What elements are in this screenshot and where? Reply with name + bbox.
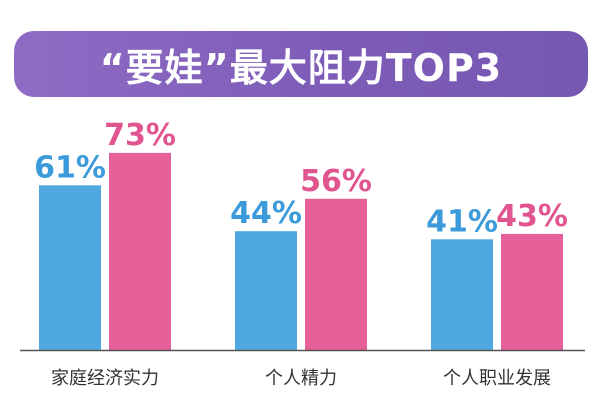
bar-pink-3 [501, 233, 563, 350]
title-banner: “要娃”最大阻力TOP3 [14, 31, 588, 97]
data-label-blue-1: 61% [34, 150, 106, 185]
data-label-pink-3: 43% [496, 199, 568, 234]
category-label-1: 家庭经济实力 [51, 368, 159, 389]
bar-pink-1 [109, 152, 171, 350]
bar-blue-2 [235, 231, 297, 350]
category-label-3: 个人职业发展 [443, 368, 551, 389]
data-label-blue-2: 44% [230, 196, 302, 231]
data-label-pink-2: 56% [300, 164, 372, 199]
bar-pink-2 [305, 198, 367, 350]
data-label-blue-3: 41% [426, 204, 498, 239]
chart-title: “要娃”最大阻力TOP3 [99, 45, 503, 90]
data-label-pink-1: 73% [104, 118, 176, 153]
category-labels: 家庭经济实力 个人精力 个人职业发展 [51, 368, 551, 389]
bar-blue-1 [39, 185, 101, 350]
category-label-2: 个人精力 [265, 368, 337, 389]
bar-blue-3 [431, 239, 493, 350]
bars-group: 61% 44% 41% 73% 56% 43% [34, 118, 568, 350]
